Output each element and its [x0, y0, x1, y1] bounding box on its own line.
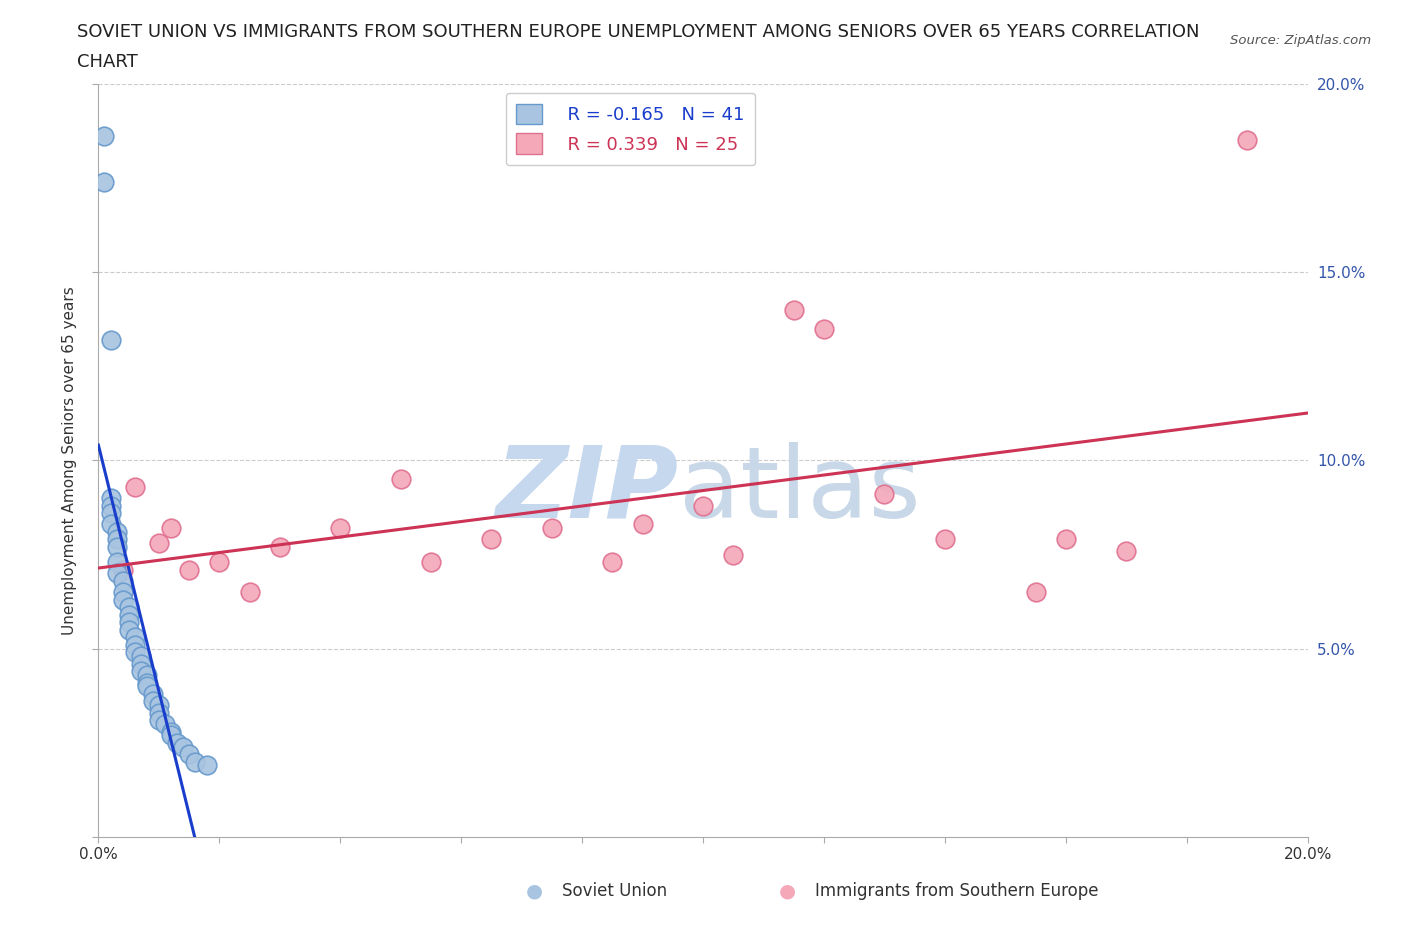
- Point: [166, 736, 188, 751]
- Point: [148, 705, 170, 720]
- Text: Immigrants from Southern Europe: Immigrants from Southern Europe: [815, 882, 1099, 900]
- Point: [93, 129, 115, 144]
- Point: [1024, 585, 1046, 600]
- Point: [100, 498, 122, 513]
- Point: [105, 554, 128, 569]
- Point: [160, 728, 183, 743]
- Point: [100, 506, 122, 521]
- Point: [631, 517, 654, 532]
- Point: [208, 554, 231, 569]
- Point: [124, 645, 146, 660]
- Point: [129, 657, 152, 671]
- Point: [118, 615, 141, 630]
- Point: [873, 486, 896, 501]
- Point: [148, 712, 170, 727]
- Point: [105, 565, 128, 580]
- Point: [195, 758, 218, 773]
- Point: [135, 679, 157, 694]
- Point: [1115, 543, 1137, 558]
- Point: [692, 498, 714, 513]
- Point: [269, 539, 291, 554]
- Point: [111, 585, 134, 600]
- Point: [783, 302, 806, 317]
- Text: CHART: CHART: [77, 53, 138, 71]
- Point: [124, 479, 146, 494]
- Point: [118, 607, 141, 622]
- Point: [142, 686, 165, 701]
- Point: [124, 630, 146, 644]
- Text: ZIP: ZIP: [496, 442, 679, 539]
- Text: Soviet Union: Soviet Union: [562, 882, 668, 900]
- Point: [481, 532, 503, 547]
- Point: [111, 574, 134, 589]
- Point: [135, 675, 157, 690]
- Point: [100, 491, 122, 506]
- Point: [111, 592, 134, 607]
- Point: [540, 521, 562, 536]
- Point: [813, 321, 835, 336]
- Point: [100, 517, 122, 532]
- Text: atlas: atlas: [679, 442, 921, 539]
- Point: [129, 649, 152, 664]
- Point: [1236, 133, 1258, 148]
- Point: [1054, 532, 1077, 547]
- Point: [934, 532, 956, 547]
- Text: ●: ●: [526, 882, 543, 900]
- Point: [389, 472, 412, 486]
- Point: [129, 664, 152, 679]
- Point: [135, 668, 157, 683]
- Text: SOVIET UNION VS IMMIGRANTS FROM SOUTHERN EUROPE UNEMPLOYMENT AMONG SENIORS OVER : SOVIET UNION VS IMMIGRANTS FROM SOUTHERN…: [77, 23, 1199, 41]
- Point: [124, 637, 146, 652]
- Point: [105, 525, 128, 539]
- Point: [602, 554, 624, 569]
- Point: [160, 724, 183, 739]
- Point: [329, 521, 352, 536]
- Point: [153, 717, 176, 732]
- Point: [142, 694, 165, 709]
- Point: [420, 554, 443, 569]
- Point: [100, 332, 122, 347]
- Point: [105, 532, 128, 547]
- Point: [184, 754, 207, 769]
- Legend:   R = -0.165   N = 41,   R = 0.339   N = 25: R = -0.165 N = 41, R = 0.339 N = 25: [506, 93, 755, 166]
- Point: [118, 600, 141, 615]
- Text: Source: ZipAtlas.com: Source: ZipAtlas.com: [1230, 34, 1371, 47]
- Point: [148, 698, 170, 712]
- Point: [179, 562, 201, 577]
- Point: [93, 174, 115, 189]
- Y-axis label: Unemployment Among Seniors over 65 years: Unemployment Among Seniors over 65 years: [62, 286, 77, 634]
- Text: ●: ●: [779, 882, 796, 900]
- Point: [105, 539, 128, 554]
- Point: [160, 521, 183, 536]
- Point: [172, 739, 194, 754]
- Point: [111, 562, 134, 577]
- Point: [239, 585, 262, 600]
- Point: [148, 536, 170, 551]
- Point: [723, 547, 745, 562]
- Point: [179, 747, 201, 762]
- Point: [118, 622, 141, 637]
